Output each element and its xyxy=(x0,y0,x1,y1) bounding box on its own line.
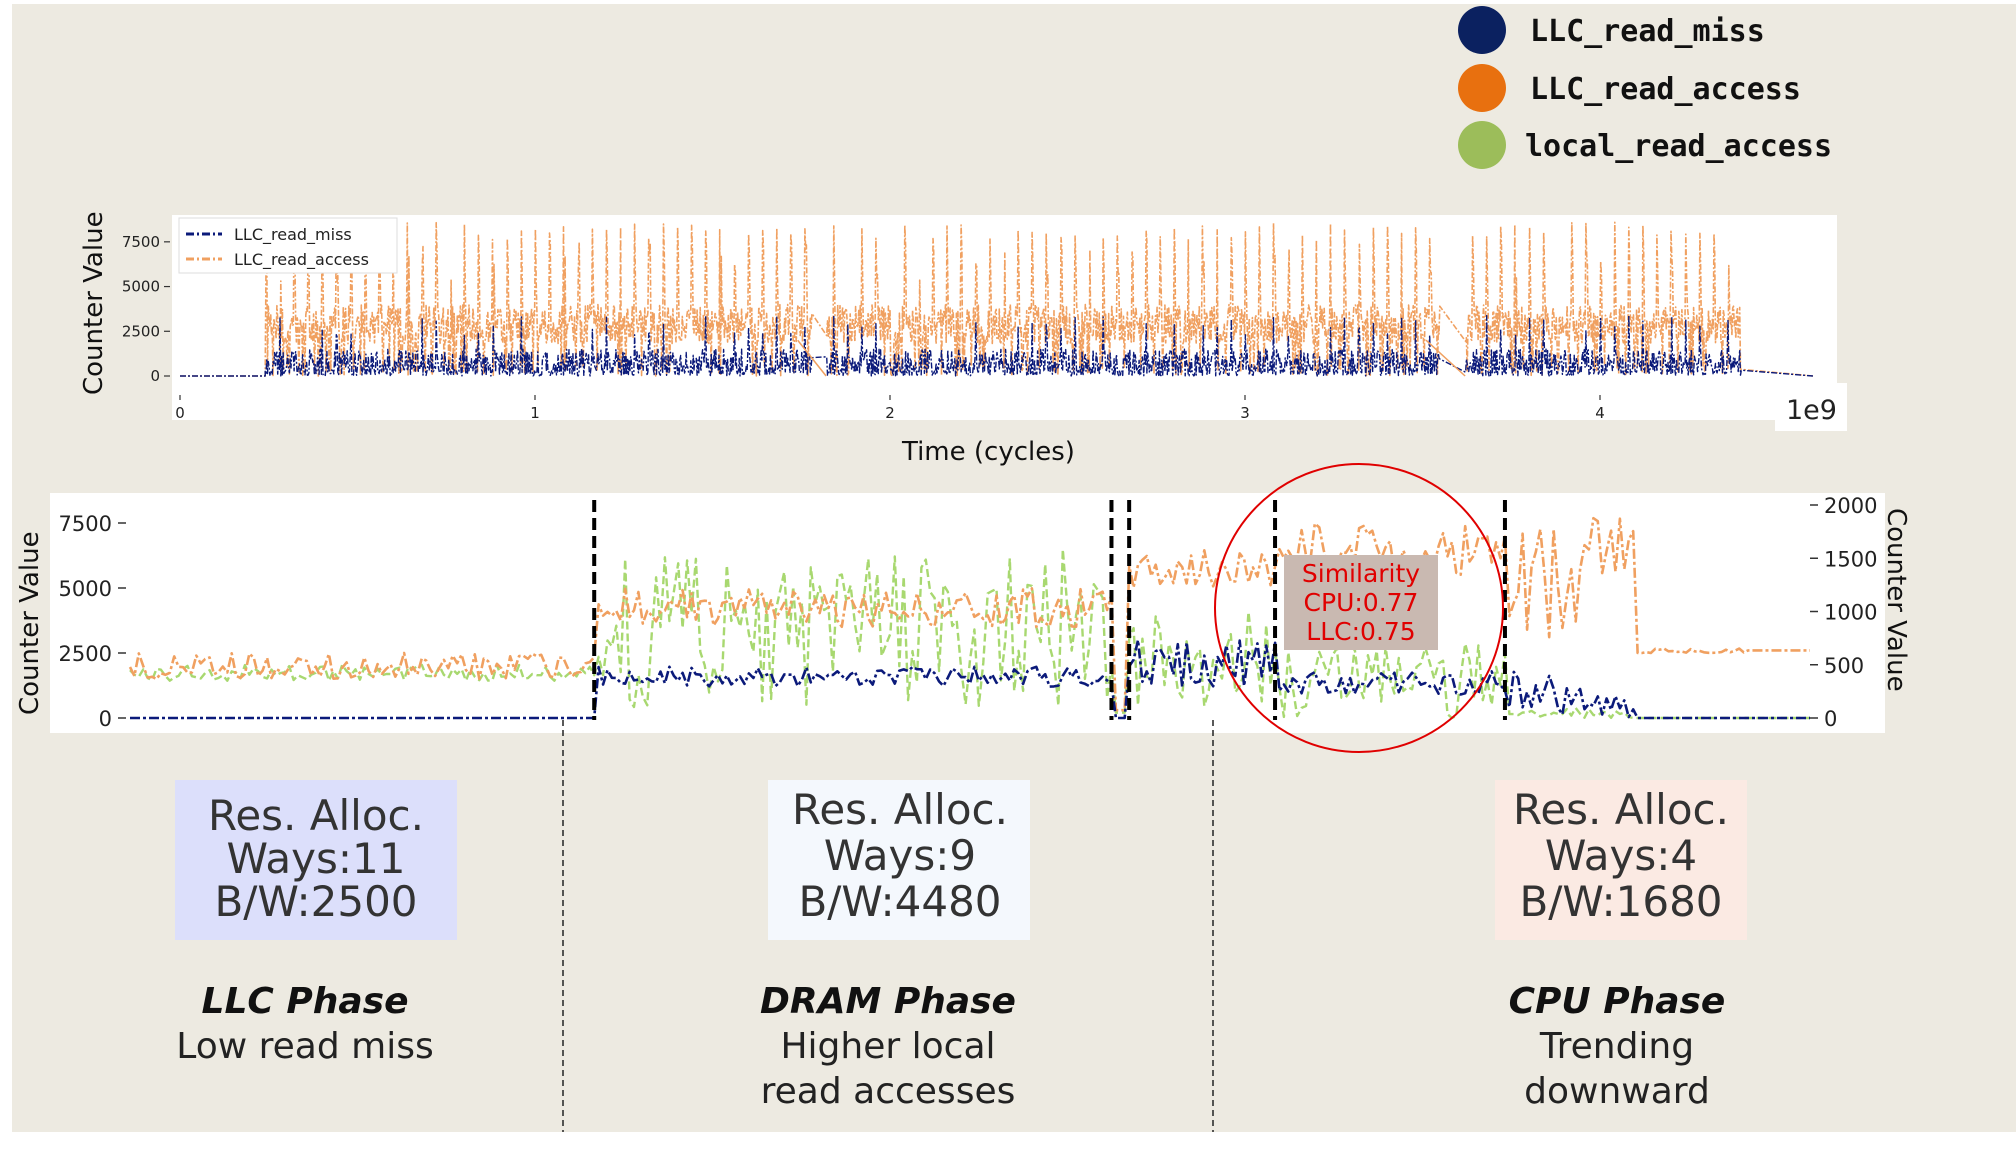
y-tick-label: 5000 xyxy=(59,577,112,601)
top-chart-multiplier: 1e9 xyxy=(1786,395,1837,426)
legend-label-llc-read-miss: LLC_read_miss xyxy=(1530,14,1765,49)
legend-label-local-read-access: local_read_access xyxy=(1525,129,1832,164)
legend-marker-local-read-access xyxy=(1458,121,1506,169)
allocation-title: Res. Alloc. xyxy=(208,791,424,840)
top-chart-y-axis-label: Counter Value xyxy=(79,211,109,395)
bottom-chart-plot-area xyxy=(50,493,1885,733)
top-chart-x-axis-label: Time (cycles) xyxy=(901,437,1075,467)
right-y-tick-label: 1000 xyxy=(1824,601,1877,625)
allocation-ways: Ways:4 xyxy=(1545,831,1697,880)
x-tick-label: 0 xyxy=(175,404,185,422)
series-llc-read-miss xyxy=(180,314,1814,377)
right-y-tick-label: 1500 xyxy=(1824,547,1877,571)
series-local-read-access xyxy=(129,548,1810,720)
phase-llc: LLC Phase Low read miss xyxy=(176,981,433,1067)
similarity-annotation: Similarity CPU:0.77 LLC:0.75 xyxy=(1214,463,1504,753)
phase-description: downward xyxy=(1524,1071,1710,1112)
allocation-box xyxy=(1495,780,1747,940)
bottom-chart-series xyxy=(128,516,1810,720)
allocation-title: Res. Alloc. xyxy=(1513,785,1729,834)
allocation-dram: Res. Alloc. Ways:9 B/W:4480 xyxy=(768,780,1030,940)
phase-boundaries xyxy=(592,500,1507,720)
allocation-bandwidth: B/W:4480 xyxy=(798,877,1001,926)
top-chart-legend: LLC_read_miss LLC_read_access xyxy=(178,217,398,274)
allocation-bandwidth: B/W:1680 xyxy=(1519,877,1722,926)
y-tick-label: 0 xyxy=(150,367,160,385)
phase-dram: DRAM Phase Higher local read accesses xyxy=(760,981,1016,1112)
allocation-cpu: Res. Alloc. Ways:4 B/W:1680 xyxy=(1495,780,1747,940)
y-tick-label: 2500 xyxy=(122,322,160,340)
phase-description: Trending xyxy=(1539,1026,1694,1067)
top-chart-legend-box xyxy=(178,217,398,274)
gap-connector xyxy=(797,339,827,377)
bottom-chart-y-axis-label: Counter Value xyxy=(15,531,45,715)
top-chart: 1e9 0 2500 5000 7500 0 1 2 3 4 LLC_read_miss LLC… xyxy=(79,211,1847,467)
bottom-chart-ticks: 0 2500 5000 7500 0 500 1000 1500 2000 xyxy=(59,494,1878,731)
similarity-cpu: CPU:0.77 xyxy=(1304,588,1419,617)
similarity-llc: LLC:0.75 xyxy=(1306,617,1415,646)
y-tick-label: 5000 xyxy=(122,278,160,296)
allocation-box xyxy=(175,780,457,940)
series-llc-read-access xyxy=(180,221,1814,377)
legend-label-llc-read-access: LLC_read_access xyxy=(1530,72,1801,107)
bottom-chart-right-y-axis-label: Counter Value xyxy=(1881,508,1911,692)
series-llc-read-access xyxy=(128,516,1810,712)
phase-title: LLC Phase xyxy=(202,981,409,1022)
top-chart-ticks: 0 2500 5000 7500 0 1 2 3 4 xyxy=(122,233,1605,422)
y-tick-label: 7500 xyxy=(59,512,112,536)
top-chart-multiplier-box xyxy=(1775,383,1847,431)
right-y-tick-label: 2000 xyxy=(1824,494,1877,518)
gap-connector xyxy=(1425,339,1466,377)
allocation-title: Res. Alloc. xyxy=(792,785,1008,834)
y-tick-label: 0 xyxy=(99,707,112,731)
similarity-circle xyxy=(1214,463,1504,753)
phase-title: DRAM Phase xyxy=(760,981,1016,1022)
bottom-chart: 0 2500 5000 7500 0 500 1000 1500 2000 Counter Va… xyxy=(15,463,1911,1132)
y-tick-label: 2500 xyxy=(59,642,112,666)
allocation-ways: Ways:9 xyxy=(824,831,976,880)
allocation-llc: Res. Alloc. Ways:11 B/W:2500 xyxy=(175,780,457,940)
main-legend: LLC_read_miss LLC_read_access local_read… xyxy=(1458,6,1832,169)
x-tick-label: 1 xyxy=(530,404,540,422)
allocation-ways: Ways:11 xyxy=(227,834,406,883)
top-legend-label-llc-read-access: LLC_read_access xyxy=(234,250,369,270)
x-tick-label: 2 xyxy=(885,404,895,422)
y-tick-label: 7500 xyxy=(122,233,160,251)
x-tick-label: 3 xyxy=(1240,404,1250,422)
phase-description: read accesses xyxy=(761,1071,1016,1112)
series-llc-read-miss xyxy=(130,638,1810,720)
right-y-tick-label: 0 xyxy=(1824,707,1837,731)
similarity-box xyxy=(1284,555,1438,650)
phase-description: Higher local xyxy=(780,1026,995,1067)
legend-marker-llc-read-access xyxy=(1458,64,1506,112)
right-y-tick-label: 500 xyxy=(1824,654,1864,678)
legend-marker-llc-read-miss xyxy=(1458,6,1506,54)
top-chart-series xyxy=(180,221,1814,377)
top-legend-label-llc-read-miss: LLC_read_miss xyxy=(234,225,352,245)
allocation-box xyxy=(768,780,1030,940)
phase-description: Low read miss xyxy=(176,1026,433,1067)
phase-title: CPU Phase xyxy=(1509,981,1726,1022)
phase-cpu: CPU Phase Trending downward xyxy=(1509,981,1726,1112)
allocation-bandwidth: B/W:2500 xyxy=(214,877,417,926)
x-tick-label: 4 xyxy=(1595,404,1605,422)
similarity-title: Similarity xyxy=(1302,559,1420,588)
